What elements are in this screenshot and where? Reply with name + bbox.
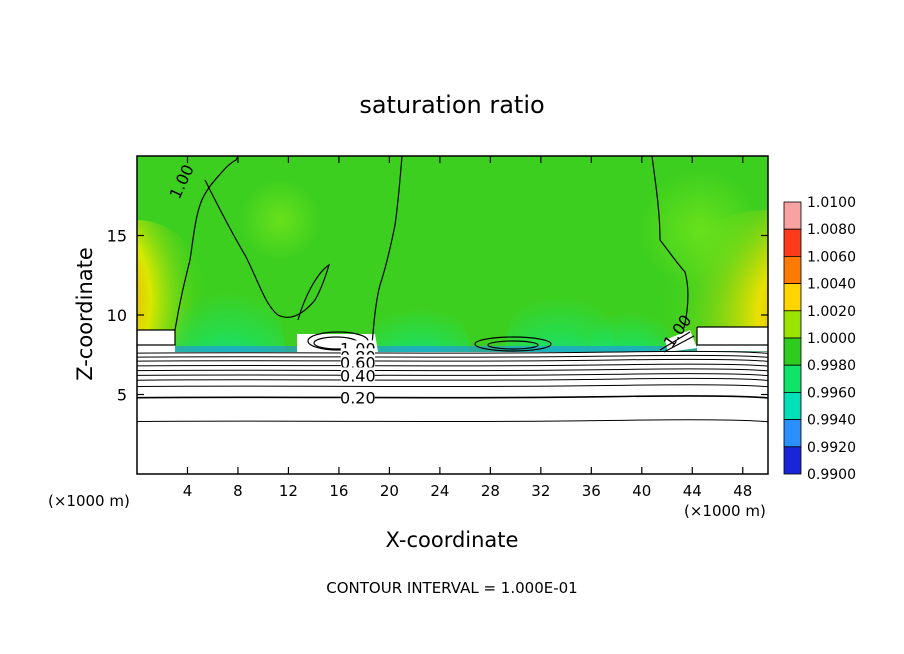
x-tick-label: 20 (380, 482, 399, 500)
contour-line (137, 384, 768, 388)
x-tick-label: 16 (329, 482, 348, 500)
contour-label-bg (340, 389, 375, 405)
contour-line (137, 377, 768, 381)
colorbar-label: 0.9900 (807, 467, 856, 483)
colorbar-swatch (783, 228, 802, 257)
colorbar-label: 0.9960 (807, 385, 856, 401)
colorbar-label: 1.0060 (807, 249, 856, 265)
colorbar-label: 0.9920 (807, 440, 856, 456)
x-tick-label: 40 (632, 482, 651, 500)
contour-line (137, 354, 768, 358)
y-tick-label: 15 (107, 227, 127, 246)
contour-label-bg (340, 367, 375, 383)
x-tick-label: 4 (183, 482, 193, 500)
colorbar-label: 1.0020 (807, 304, 856, 320)
colorbar-swatch (783, 419, 802, 448)
x-tick-label: 12 (279, 482, 298, 500)
y-tick-label: 10 (107, 306, 127, 325)
contour-line (137, 358, 768, 362)
colorbar-swatch (783, 283, 802, 312)
colorbar-label: 1.0100 (807, 195, 856, 211)
x-tick-label: 8 (233, 482, 243, 500)
contour-line (137, 373, 768, 377)
x-tick-label: 24 (430, 482, 449, 500)
colorbar: 1.0100 1.0080 1.0060 1.0040 1.0020 1.0000 0.99… (783, 195, 856, 483)
colorbar-swatch (783, 391, 802, 420)
y-axis-label: Z-coordinate (73, 247, 97, 381)
y-axis: 5 10 15 (107, 227, 768, 405)
contour-interval-note: CONTOUR INTERVAL = 1.000E-01 (326, 579, 577, 597)
x-tick-label: 28 (481, 482, 500, 500)
colorbar-label: 0.9940 (807, 413, 856, 429)
colorbar-swatch (783, 364, 802, 393)
colorbar-swatch (783, 337, 802, 366)
contour-lines (137, 156, 768, 353)
saturation-field (137, 156, 768, 474)
x-tick-label: 36 (582, 482, 601, 500)
colorbar-swatch (783, 255, 802, 284)
x-tick-label: 44 (683, 482, 702, 500)
chart-title: saturation ratio (359, 91, 544, 119)
x-tick-label: 48 (733, 482, 752, 500)
x-unit-label-left: (×1000 m) (48, 492, 130, 510)
contour-line (137, 419, 768, 423)
colorbar-swatch (783, 201, 802, 230)
contour-line (137, 368, 768, 372)
x-unit-label-right: (×1000 m) (684, 502, 766, 520)
contour-line (137, 350, 768, 354)
colorbar-label: 1.0040 (807, 277, 856, 293)
colorbar-label: 1.0080 (807, 222, 856, 238)
contour-label-bg (340, 354, 375, 370)
x-axis: 4 8 12 16 20 24 28 32 36 40 44 48 (183, 156, 752, 500)
contour-label: 0.20 (340, 389, 376, 408)
contour-line (137, 363, 768, 367)
colorbar-swatch (783, 446, 802, 475)
x-axis-label: X-coordinate (386, 528, 519, 552)
contour-label: 0.40 (340, 366, 376, 385)
colorbar-label: 0.9980 (807, 358, 856, 374)
colorbar-swatch (783, 310, 802, 339)
y-tick-label: 5 (117, 386, 127, 405)
contour-line (137, 395, 768, 399)
x-tick-label: 32 (531, 482, 550, 500)
colorbar-label: 1.0000 (807, 331, 856, 347)
